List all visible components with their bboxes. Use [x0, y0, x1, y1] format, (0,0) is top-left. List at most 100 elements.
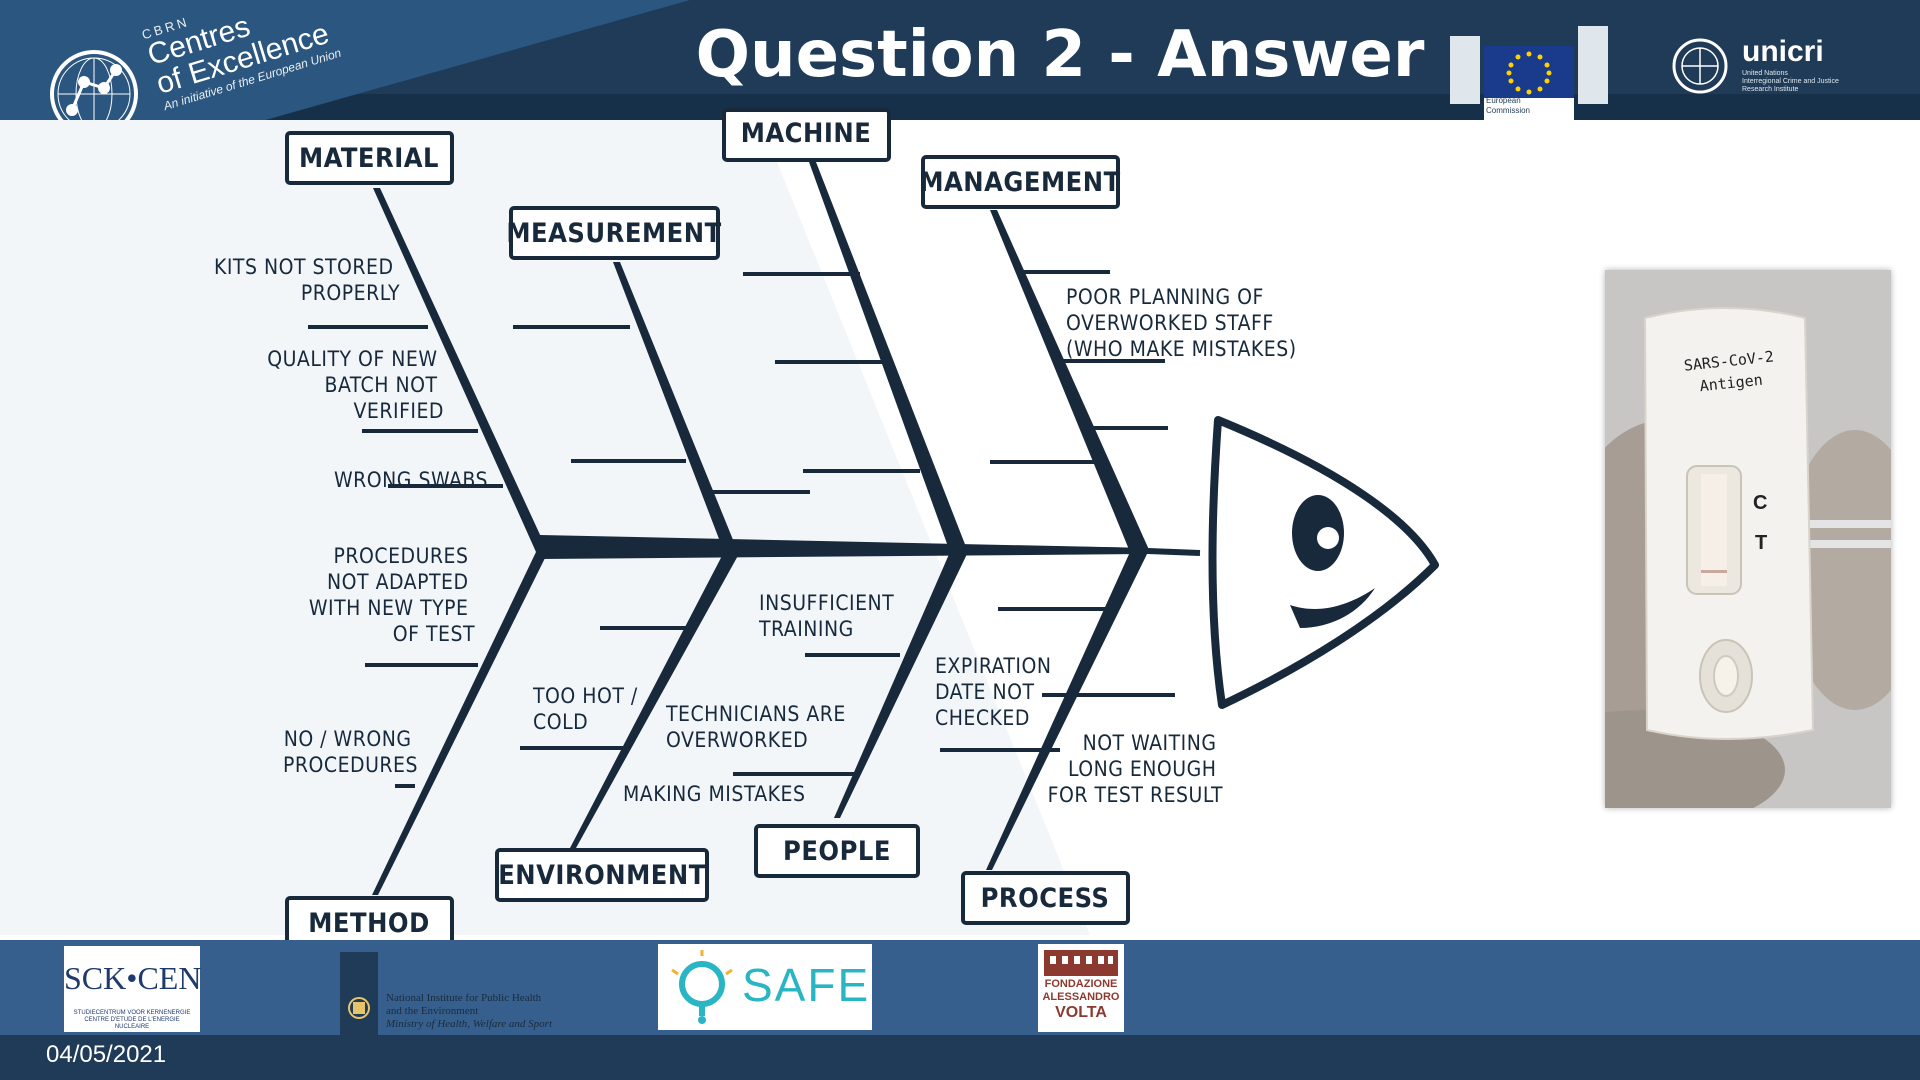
- cause-kits-not-stored: KITS NOT STORED PROPERLY: [214, 255, 400, 305]
- diagram-backdrop: [0, 120, 1090, 935]
- cause-line: BATCH NOT: [325, 373, 438, 397]
- cause-line: OVERWORKED STAFF: [1066, 311, 1274, 335]
- cause-making-mistakes: MAKING MISTAKES: [623, 782, 805, 806]
- rivm-line-3: Ministry of Health, Welfare and Sport: [386, 1018, 553, 1030]
- cause-no-wrong-procedures: NO / WRONG PROCEDURES: [283, 727, 418, 777]
- eu-building-icon: [1450, 26, 1608, 124]
- volta-line-1: FONDAZIONE: [1044, 978, 1118, 990]
- cause-line: PROCEDURES: [283, 753, 418, 777]
- sck-cen-name: SCK•CEN: [64, 960, 202, 996]
- cause-line: TECHNICIANS ARE: [665, 702, 846, 726]
- bone-machine: [809, 162, 968, 552]
- bone-method: [372, 552, 548, 895]
- rivm-line-1: National Institute for Public Health: [386, 992, 542, 1004]
- volta-text: FONDAZIONE ALESSANDRO VOLTA: [1038, 978, 1124, 1022]
- test-cassette-illustration: [1605, 270, 1891, 808]
- slide-date: 04/05/2021: [46, 1041, 167, 1068]
- cause-line: LONG ENOUGH: [1068, 757, 1217, 781]
- cause-line: WRONG SWABS: [334, 468, 488, 492]
- category-management: MANAGEMENT: [919, 167, 1120, 198]
- cause-line: NOT WAITING: [1083, 731, 1217, 755]
- category-box-measurement: [509, 206, 720, 260]
- cause-line: PROPERLY: [301, 281, 400, 305]
- cause-line: QUALITY OF NEW: [267, 347, 437, 371]
- category-method: METHOD: [308, 908, 430, 939]
- cause-line: INSUFFICIENT: [759, 591, 894, 615]
- cause-poor-planning: POOR PLANNING OF OVERWORKED STAFF (WHO M…: [1066, 285, 1297, 361]
- fish-eye-icon: [1292, 495, 1344, 571]
- control-line-mark: C: [1753, 492, 1768, 514]
- cause-line: OVERWORKED: [666, 728, 808, 752]
- category-box-environment: [495, 848, 709, 902]
- european-commission-logo: [1450, 16, 1608, 124]
- unicri-subtitle: United Nations Interregional Crime and J…: [1742, 70, 1872, 94]
- cause-line: CHECKED: [935, 706, 1030, 730]
- ribs: [308, 270, 1175, 788]
- cause-line: FOR TEST RESULT: [1048, 783, 1223, 807]
- bone-people: [834, 552, 968, 818]
- cause-line: OF TEST: [393, 622, 475, 646]
- safe-logo: SAFE: [658, 944, 872, 1030]
- sck-cen-logo: SCK•CEN STUDIECENTRUM VOOR KERNENERGIE C…: [64, 946, 202, 1032]
- cause-not-waiting: NOT WAITING LONG ENOUGH FOR TEST RESULT: [1048, 731, 1223, 807]
- cause-too-hot-cold: TOO HOT / COLD: [532, 684, 644, 734]
- building-icon: [1044, 950, 1118, 976]
- spine: [540, 535, 1148, 559]
- bone-material: [373, 188, 548, 552]
- fish-head: [1208, 416, 1439, 709]
- cause-technicians-overworked: TECHNICIANS ARE OVERWORKED: [665, 702, 852, 752]
- unicri-name: unicri: [1742, 35, 1824, 68]
- category-process: PROCESS: [981, 883, 1110, 914]
- unicri-logo: unicri United Nations Interregional Crim…: [1666, 36, 1876, 96]
- unicri-sub-1: United Nations: [1742, 70, 1788, 77]
- page-title: Question 2 - Answer: [695, 18, 1425, 92]
- bone-management: [990, 210, 1150, 552]
- rivm-text: National Institute for Public Health and…: [386, 992, 600, 1031]
- volta-line-2: ALESSANDRO: [1042, 991, 1120, 1003]
- bone-measurement: [613, 262, 738, 552]
- category-boxes: MATERIAL MACHINE MANAGEMENT MEASUREMENT …: [285, 108, 1130, 950]
- rivm-crest-bar: [340, 952, 378, 1036]
- cause-expiration-date: EXPIRATION DATE NOT CHECKED: [935, 654, 1058, 730]
- cause-labels: KITS NOT STORED PROPERLY QUALITY OF NEW …: [214, 255, 1297, 807]
- bone-environment: [570, 552, 740, 848]
- fish-eye-highlight: [1317, 527, 1339, 549]
- cause-line: TRAINING: [758, 617, 854, 641]
- lightbulb-icon: [671, 950, 733, 1024]
- volta-line-3: VOLTA: [1055, 1004, 1107, 1021]
- sck-cen-subtitle: STUDIECENTRUM VOOR KERNENERGIE CENTRE D'…: [68, 1010, 196, 1031]
- category-measurement: MEASUREMENT: [506, 218, 721, 249]
- category-material: MATERIAL: [299, 143, 439, 174]
- eu-caption-line-1: European: [1486, 96, 1521, 105]
- antigen-test-photo: SARS-CoV-2 Antigen C T: [1605, 270, 1891, 808]
- eu-caption-line-2: Commission: [1486, 106, 1531, 115]
- category-box-people: [754, 824, 920, 878]
- cause-line: EXPIRATION: [935, 654, 1052, 678]
- cause-line: PROCEDURES: [334, 544, 469, 568]
- cause-line: WITH NEW TYPE: [309, 596, 469, 620]
- cause-line: COLD: [533, 710, 588, 734]
- category-machine: MACHINE: [741, 118, 872, 149]
- footer-strip: [0, 1035, 1920, 1080]
- dutch-crest-icon: [348, 997, 370, 1019]
- cause-procedures-not-adapted: PROCEDURES NOT ADAPTED WITH NEW TYPE OF …: [309, 544, 475, 646]
- fish-mouth: [1290, 588, 1375, 628]
- category-environment: ENVIRONMENT: [498, 860, 706, 891]
- rivm-logo: National Institute for Public Health and…: [340, 952, 600, 1036]
- cause-insufficient-training: INSUFFICIENT TRAINING: [758, 591, 901, 641]
- unicri-sub-3: Research Institute: [1742, 86, 1799, 93]
- category-box-machine: [722, 108, 891, 162]
- cause-line: DATE NOT: [935, 680, 1034, 704]
- fondazione-volta-logo: FONDAZIONE ALESSANDRO VOLTA: [1038, 944, 1124, 1032]
- un-emblem-icon: [1672, 38, 1728, 94]
- cause-line: MAKING MISTAKES: [623, 782, 805, 806]
- bone-process: [986, 552, 1148, 870]
- cause-line: NOT ADAPTED: [327, 570, 468, 594]
- sck-cen-sub-1: STUDIECENTRUM VOOR KERNENERGIE: [73, 1010, 191, 1016]
- category-people: PEOPLE: [783, 836, 891, 867]
- cause-line: NO / WRONG: [284, 727, 412, 751]
- safe-name: SAFE: [742, 959, 871, 1011]
- cause-line: TOO HOT /: [532, 684, 638, 708]
- cause-line: KITS NOT STORED: [214, 255, 394, 279]
- eu-caption: European Commission: [1486, 96, 1548, 116]
